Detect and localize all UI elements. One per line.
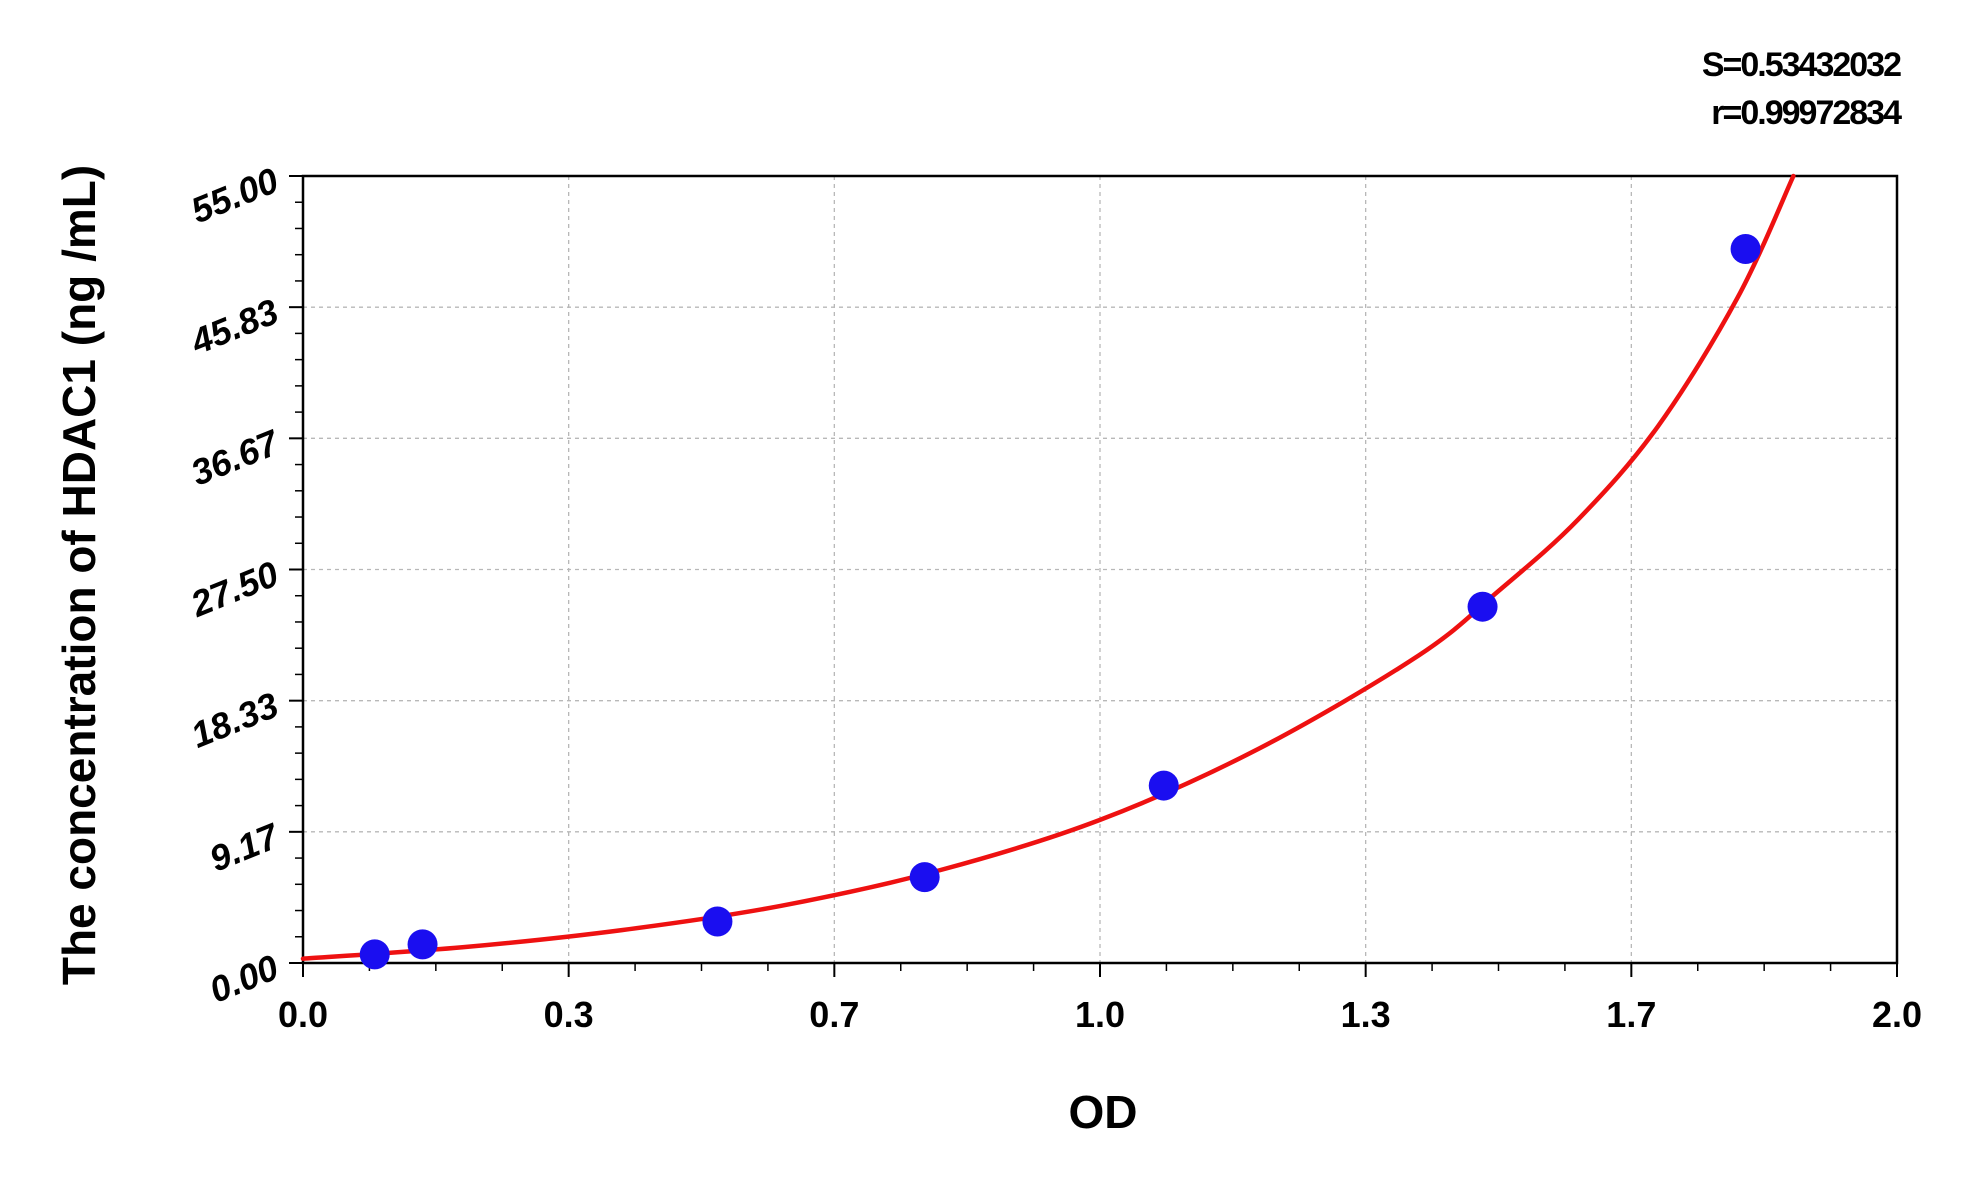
x-tick-label: 1.0 — [1075, 994, 1125, 1035]
data-point — [1467, 591, 1498, 622]
data-point — [1730, 233, 1761, 264]
data-point — [1148, 770, 1179, 801]
data-point — [359, 939, 390, 970]
data-point — [407, 929, 438, 960]
data-point — [909, 862, 940, 893]
plot-frame — [301, 174, 1899, 965]
data-points — [359, 233, 1761, 970]
x-tick-label: 2.0 — [1872, 994, 1922, 1035]
x-tick-label: 1.7 — [1606, 994, 1656, 1035]
stat-r-annotation: r=0.99972834 — [1711, 94, 1902, 132]
x-tick-label: 0.7 — [809, 994, 859, 1035]
data-point — [702, 906, 733, 937]
stat-s-annotation: S=0.53432032 — [1702, 46, 1901, 84]
x-tick-label: 1.3 — [1341, 994, 1391, 1035]
grid — [303, 176, 1897, 963]
x-axis-title: OD — [1069, 1086, 1138, 1138]
y-axis-title: The concentration of HDAC1 (ng /mL) — [53, 165, 105, 985]
fit-curve — [300, 173, 1796, 961]
fit-curve-layer — [300, 173, 1796, 961]
x-tick-label: 0.3 — [544, 994, 594, 1035]
x-tick-labels: 0.0 0.3 0.7 1.0 1.3 1.7 2.0 — [278, 994, 1922, 1035]
x-tick-label: 0.0 — [278, 994, 328, 1035]
